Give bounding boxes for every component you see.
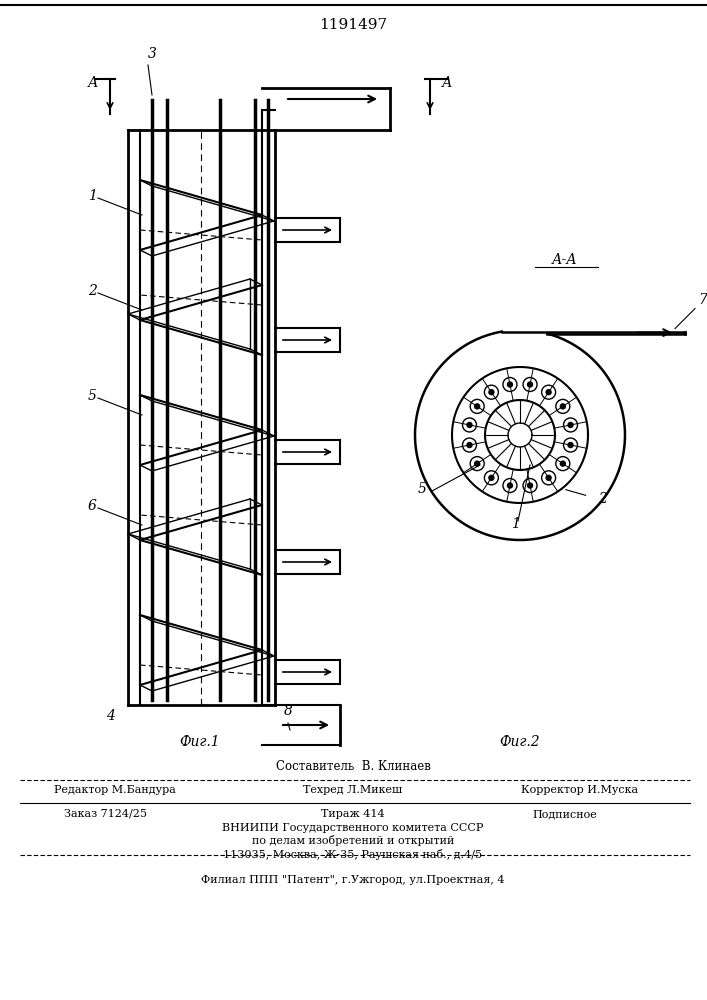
Circle shape xyxy=(556,457,570,471)
Circle shape xyxy=(546,390,551,395)
Circle shape xyxy=(563,438,578,452)
Text: 8: 8 xyxy=(284,704,293,718)
Circle shape xyxy=(467,422,472,427)
Text: Заказ 7124/25: Заказ 7124/25 xyxy=(64,809,146,819)
Text: Филиал ППП "Патент", г.Ужгород, ул.Проектная, 4: Филиал ППП "Патент", г.Ужгород, ул.Проек… xyxy=(201,875,505,885)
Circle shape xyxy=(527,483,532,488)
Circle shape xyxy=(474,404,479,409)
Text: А: А xyxy=(442,76,452,90)
Circle shape xyxy=(503,479,517,493)
Text: 1: 1 xyxy=(510,517,520,531)
Circle shape xyxy=(542,385,556,399)
Text: 5: 5 xyxy=(418,482,426,496)
Circle shape xyxy=(508,382,513,387)
Circle shape xyxy=(523,479,537,493)
Circle shape xyxy=(484,385,498,399)
Text: по делам изобретений и открытий: по делам изобретений и открытий xyxy=(252,836,454,846)
Circle shape xyxy=(489,390,494,395)
Circle shape xyxy=(556,399,570,413)
Text: Корректор И.Муска: Корректор И.Муска xyxy=(522,785,638,795)
Circle shape xyxy=(563,418,578,432)
Circle shape xyxy=(546,475,551,480)
Text: 4: 4 xyxy=(105,709,115,723)
Text: Тираж 414: Тираж 414 xyxy=(321,809,385,819)
Text: 2: 2 xyxy=(88,284,96,298)
Circle shape xyxy=(568,443,573,448)
Text: 7: 7 xyxy=(699,293,707,307)
Text: Редактор М.Бандура: Редактор М.Бандура xyxy=(54,785,176,795)
Circle shape xyxy=(462,418,477,432)
Circle shape xyxy=(503,377,517,391)
Text: 1191497: 1191497 xyxy=(319,18,387,32)
Text: 6: 6 xyxy=(88,499,96,513)
Text: Подписное: Подписное xyxy=(532,809,597,819)
Circle shape xyxy=(470,399,484,413)
Text: 1: 1 xyxy=(88,189,96,203)
Circle shape xyxy=(467,443,472,448)
Circle shape xyxy=(508,483,513,488)
Circle shape xyxy=(542,471,556,485)
Text: 113035, Москва, Ж-35, Раушская наб., д.4/5: 113035, Москва, Ж-35, Раушская наб., д.4… xyxy=(223,848,483,859)
Circle shape xyxy=(462,438,477,452)
Circle shape xyxy=(484,471,498,485)
Text: Техред Л.Микеш: Техред Л.Микеш xyxy=(303,785,402,795)
Text: А-А: А-А xyxy=(552,253,578,267)
Text: 3: 3 xyxy=(148,47,156,61)
Text: А: А xyxy=(88,76,98,90)
Circle shape xyxy=(489,475,494,480)
Text: ВНИИПИ Государственного комитета СССР: ВНИИПИ Государственного комитета СССР xyxy=(222,823,484,833)
Text: 5: 5 xyxy=(88,389,96,403)
Circle shape xyxy=(568,422,573,427)
Text: 2: 2 xyxy=(598,492,607,506)
Text: Фиг.2: Фиг.2 xyxy=(500,735,540,749)
Circle shape xyxy=(561,461,566,466)
Text: Составитель  В. Клинаев: Составитель В. Клинаев xyxy=(276,760,431,774)
Circle shape xyxy=(561,404,566,409)
Circle shape xyxy=(470,457,484,471)
Circle shape xyxy=(523,377,537,391)
Circle shape xyxy=(527,382,532,387)
Text: Фиг.1: Фиг.1 xyxy=(180,735,221,749)
Circle shape xyxy=(474,461,479,466)
